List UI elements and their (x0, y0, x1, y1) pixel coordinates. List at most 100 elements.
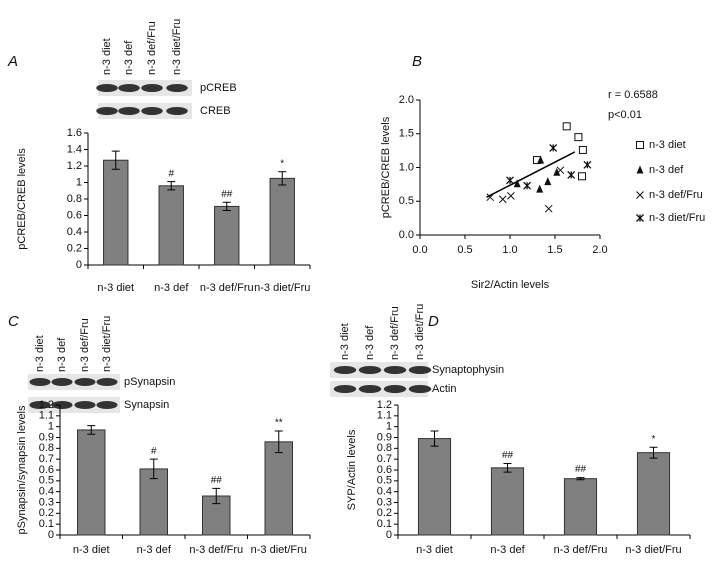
y-tick-label: 1 (48, 421, 54, 433)
x-tick-label: n-3 diet/Fru (625, 544, 681, 556)
significance-label: # (168, 168, 174, 179)
legend-label: n-3 def (649, 164, 684, 176)
x-tick-label: n-3 def/Fru (200, 282, 254, 294)
y-tick-label: 0.8 (39, 442, 54, 454)
x-tick-label: n-3 diet (73, 544, 110, 556)
y-tick-label: 0.4 (39, 486, 54, 498)
bar (158, 185, 184, 266)
panel-letter: D (428, 313, 439, 330)
blot-band (408, 385, 432, 393)
lane-label: n-3 def/Fru (389, 306, 401, 360)
bar (139, 468, 168, 536)
significance-label: ## (502, 450, 514, 461)
y-tick-label: 0 (76, 259, 82, 271)
blot-band (74, 378, 96, 386)
band-label: CREB (200, 105, 231, 117)
lane-label: n-3 def (123, 40, 135, 75)
significance-label: ## (211, 475, 223, 486)
error-bar (274, 430, 283, 454)
x-axis-label: Sir2/Actin levels (471, 279, 550, 291)
y-tick-label: 2.0 (399, 94, 414, 106)
y-tick-label: 0.1 (377, 518, 392, 530)
marker (556, 166, 565, 175)
y-tick-label: 1.1 (377, 410, 392, 422)
legend-marker (636, 191, 644, 199)
lane-label: n-3 def (364, 325, 376, 360)
y-tick-label: 0.2 (377, 507, 392, 519)
blot-band (383, 366, 407, 374)
panel-letter: C (8, 313, 19, 330)
lane-label: n-3 diet/Fru (101, 316, 113, 372)
annotation: p<0.01 (608, 109, 642, 121)
y-tick-label: 1.1 (39, 410, 54, 422)
x-tick-label: n-3 diet/Fru (254, 282, 310, 294)
legend-label: n-3 diet (649, 139, 686, 151)
legend-marker (636, 141, 644, 149)
significance-label: * (280, 158, 284, 169)
blot-band (29, 401, 51, 409)
lane-label: n-3 def/Fru (79, 318, 91, 372)
y-tick-label: 0.6 (39, 464, 54, 476)
significance-label: * (652, 434, 656, 445)
bar (417, 438, 452, 536)
panel-letter: A (7, 53, 18, 70)
band-label: pSynapsin (124, 376, 175, 388)
marker (506, 176, 514, 185)
bar (103, 159, 129, 266)
blot-band (383, 385, 407, 393)
band-label: Synaptophysin (432, 364, 504, 376)
y-tick-label: 0.4 (377, 486, 392, 498)
marker (549, 143, 558, 152)
significance-label: ## (221, 189, 233, 200)
lane-label: n-3 def/Fru (146, 21, 158, 75)
blot-band (29, 378, 51, 386)
x-tick-label: n-3 diet/Fru (251, 544, 307, 556)
blot-band (141, 84, 163, 92)
x-tick-label: 1.5 (547, 244, 562, 256)
blot-band (333, 385, 357, 393)
annotation: r = 0.6588 (608, 89, 658, 101)
y-tick-label: 1.2 (39, 399, 54, 411)
y-tick-label: 1.0 (399, 161, 414, 173)
marker (567, 170, 576, 179)
x-tick-label: n-3 def/Fru (189, 544, 243, 556)
blot-band (96, 84, 118, 92)
y-tick-label: 1.6 (67, 127, 82, 139)
lane-label: n-3 diet (101, 38, 113, 75)
blot-band (96, 107, 118, 115)
error-bar (149, 458, 158, 480)
marker (583, 160, 592, 169)
y-tick-label: 0.6 (377, 464, 392, 476)
marker (578, 172, 586, 181)
marker (574, 133, 583, 142)
x-tick-label: 0.5 (457, 244, 472, 256)
blot-band (51, 378, 73, 386)
marker (507, 191, 515, 200)
band-label: pCREB (200, 82, 237, 94)
blot-background (28, 397, 120, 413)
y-tick-label: 0.3 (39, 496, 54, 508)
marker (536, 184, 544, 193)
legend-label: n-3 diet/Fru (649, 212, 705, 224)
error-bar (212, 487, 221, 505)
y-tick-label: 0.4 (67, 226, 82, 238)
marker (537, 155, 545, 164)
y-tick-label: 0.3 (377, 496, 392, 508)
x-tick-label: 2.0 (592, 244, 607, 256)
error-bar (111, 150, 120, 170)
significance-label: # (151, 446, 157, 457)
y-tick-label: 0.2 (39, 507, 54, 519)
y-tick-label: 0 (386, 529, 392, 541)
marker (513, 179, 521, 188)
blot-band (141, 107, 163, 115)
error-bar (222, 201, 231, 212)
panel-letter: B (412, 53, 422, 70)
blot-band (408, 366, 432, 374)
x-tick-label: 0.0 (412, 244, 427, 256)
lane-label: n-3 diet/Fru (414, 304, 426, 360)
blot-band (358, 366, 382, 374)
x-tick-label: n-3 def (154, 282, 189, 294)
y-axis-label: pCREB/CREB levels (16, 148, 28, 250)
bar (269, 177, 295, 266)
marker (578, 145, 587, 154)
